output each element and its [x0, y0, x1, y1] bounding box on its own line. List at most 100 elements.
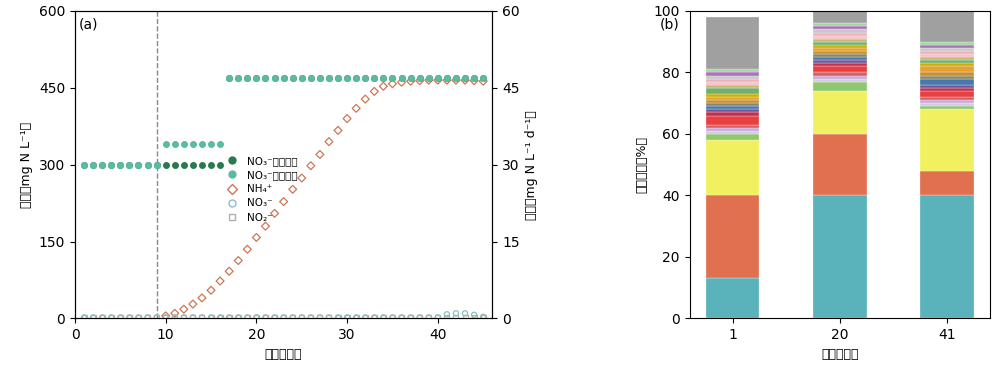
Point [384, 315, 400, 321]
Point [239, 314, 255, 320]
Bar [920, 97, 974, 100]
Bar [920, 45, 974, 48]
Point [76, 162, 92, 168]
Point [167, 310, 183, 316]
Point [303, 75, 319, 81]
Bar [920, 72, 974, 75]
Bar [813, 54, 867, 57]
Point [248, 75, 264, 81]
Bar [920, 195, 974, 318]
Point [257, 75, 273, 81]
Point [466, 75, 482, 81]
Bar [813, 195, 867, 318]
Bar [813, 48, 867, 51]
Point [439, 311, 455, 317]
Point [403, 75, 419, 81]
Point [248, 314, 264, 320]
Point [303, 75, 319, 81]
Point [366, 315, 382, 321]
Point [430, 315, 446, 321]
Point [94, 315, 110, 321]
Point [85, 162, 101, 168]
Point [448, 315, 464, 321]
Point [285, 186, 301, 192]
Point [475, 315, 491, 321]
Bar [813, 23, 867, 26]
Point [167, 314, 183, 320]
Point [348, 105, 364, 111]
Point [103, 162, 119, 168]
Bar [920, 75, 974, 79]
Point [94, 162, 110, 168]
Text: (b): (b) [660, 17, 679, 31]
Point [339, 116, 355, 122]
Point [394, 79, 410, 85]
Bar [813, 134, 867, 195]
Point [158, 313, 174, 319]
Point [421, 75, 437, 81]
Point [330, 315, 346, 321]
Point [140, 162, 156, 168]
Point [321, 75, 337, 81]
Point [248, 75, 264, 81]
Point [339, 314, 355, 320]
Point [140, 162, 156, 168]
Point [403, 315, 419, 321]
Point [221, 75, 237, 81]
Point [330, 75, 346, 81]
Point [103, 315, 119, 321]
X-axis label: 时间（天）: 时间（天） [821, 348, 859, 361]
Bar [920, 79, 974, 85]
Point [176, 315, 192, 321]
Bar [813, 51, 867, 54]
Point [194, 141, 210, 147]
Bar [706, 82, 759, 85]
Point [230, 314, 246, 320]
Point [212, 314, 228, 320]
Point [294, 75, 310, 81]
Point [221, 268, 237, 274]
Point [267, 210, 283, 216]
Point [221, 315, 237, 321]
Point [76, 315, 92, 321]
Point [439, 75, 455, 81]
Bar [920, 57, 974, 60]
Bar [813, 82, 867, 91]
Point [348, 315, 364, 321]
Point [303, 314, 319, 320]
Point [357, 315, 373, 321]
Point [212, 141, 228, 147]
Bar [813, 39, 867, 42]
Bar [706, 116, 759, 125]
Point [285, 75, 301, 81]
Point [475, 75, 491, 81]
Point [285, 315, 301, 321]
Point [203, 314, 219, 320]
Point [276, 314, 292, 320]
Point [430, 75, 446, 81]
Point [448, 77, 464, 83]
Bar [813, 63, 867, 66]
Point [357, 96, 373, 102]
Point [276, 75, 292, 81]
Point [312, 314, 328, 320]
Point [267, 315, 283, 321]
Point [239, 75, 255, 81]
Point [457, 310, 473, 316]
Bar [920, 60, 974, 63]
Point [185, 141, 201, 147]
Point [375, 83, 391, 89]
Point [203, 162, 219, 168]
Point [403, 78, 419, 84]
Point [267, 75, 283, 81]
Point [357, 75, 373, 81]
Point [457, 77, 473, 83]
Bar [706, 75, 759, 79]
Point [185, 314, 201, 320]
Point [312, 315, 328, 321]
Point [230, 258, 246, 264]
Point [158, 314, 174, 320]
Point [185, 315, 201, 321]
Bar [813, 66, 867, 72]
Point [466, 315, 482, 321]
